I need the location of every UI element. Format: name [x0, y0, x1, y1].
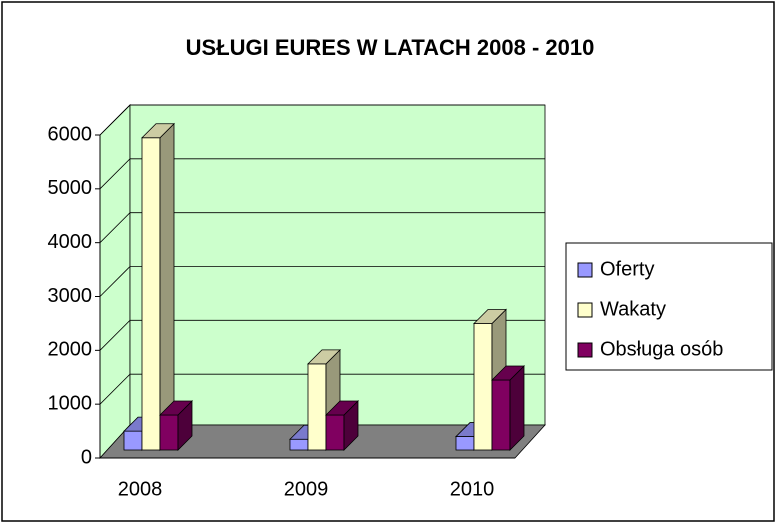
y-tick-label: 1000	[48, 392, 93, 414]
legend-swatch	[577, 302, 593, 318]
axes: 0 1000 2000 3000 4000 5000 6000 2008 2009 2010	[48, 123, 515, 500]
x-tick-label: 2010	[450, 478, 495, 500]
grid	[99, 104, 545, 405]
bar-top	[491, 365, 525, 381]
y-tick-label: 3000	[48, 285, 93, 307]
legend-label: Obsługa osób	[600, 338, 723, 360]
bar-top	[159, 400, 193, 416]
bar-front	[473, 323, 493, 451]
bar-side	[159, 122, 175, 451]
grid-line	[99, 319, 545, 351]
bar-front	[289, 438, 309, 451]
grid-line	[99, 266, 545, 297]
y-tick-label: 0	[81, 446, 92, 468]
bar-front	[307, 363, 327, 451]
bar-top	[141, 123, 175, 139]
bar-front	[159, 414, 179, 451]
bar-top	[307, 349, 341, 365]
x-tick-label: 2009	[284, 478, 329, 500]
bar-front	[141, 137, 161, 451]
bars	[123, 122, 525, 451]
bar-front	[455, 436, 475, 451]
bar-top	[325, 400, 359, 416]
grid-line	[99, 158, 545, 190]
y-tick-label: 5000	[48, 177, 93, 199]
bar-front	[491, 379, 511, 451]
bar-side	[509, 365, 525, 451]
legend-box	[565, 242, 773, 371]
bar-front	[123, 430, 143, 451]
legend-swatch	[577, 342, 593, 358]
grid-line	[99, 212, 545, 243]
bar-top	[473, 309, 507, 324]
legend: Oferty Wakaty Obsługa osób	[577, 258, 723, 360]
legend-swatch	[577, 262, 593, 278]
y-tick-label: 2000	[48, 339, 93, 361]
grid-line	[99, 373, 545, 405]
x-tick-label: 2008	[118, 478, 163, 500]
legend-label: Oferty	[600, 258, 654, 280]
grid-line	[99, 104, 545, 136]
y-tick-label: 4000	[48, 231, 93, 253]
legend-label: Wakaty	[600, 298, 666, 320]
bar-front	[325, 414, 345, 451]
chart-title: USŁUGI EURES W LATACH 2008 - 2010	[186, 35, 595, 60]
y-tick-label: 6000	[48, 123, 93, 145]
